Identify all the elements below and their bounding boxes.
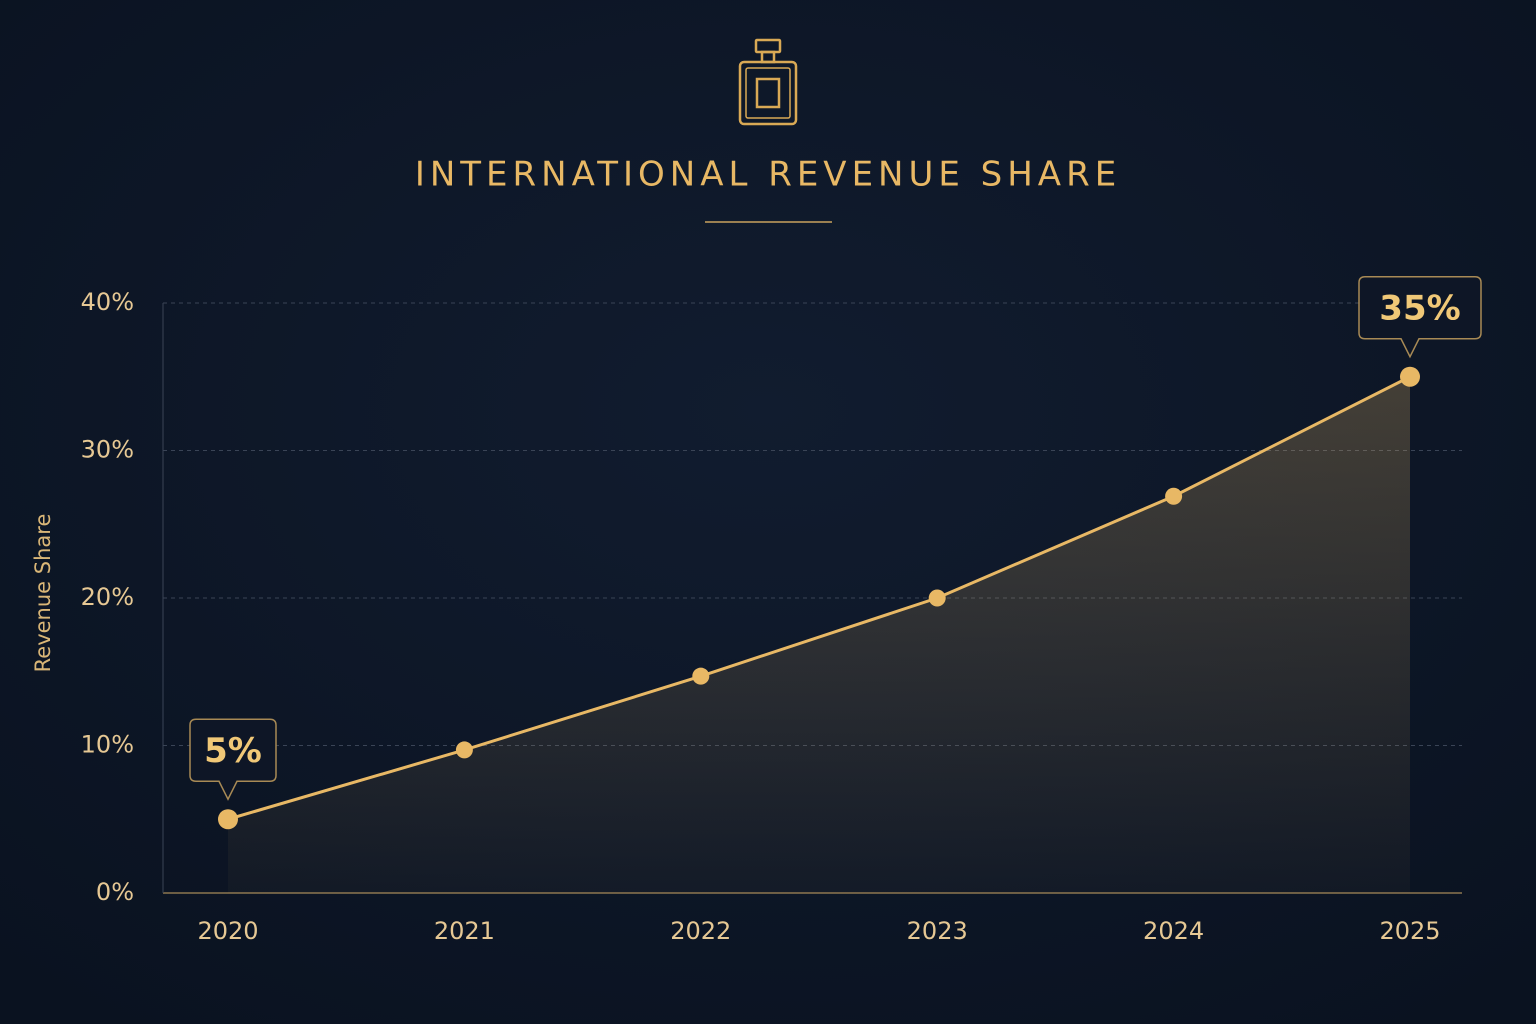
- value-label: 35%: [1379, 288, 1460, 328]
- point: [692, 667, 710, 685]
- x-tick-label: 2024: [1143, 917, 1204, 945]
- y-tick-label: 0%: [96, 878, 134, 906]
- x-tick-label: 2021: [434, 917, 495, 945]
- bottle-icon: [738, 38, 798, 126]
- x-tick-label: 2023: [907, 917, 968, 945]
- point: [1165, 487, 1183, 505]
- y-tick-label: 10%: [81, 731, 134, 759]
- y-tick-label: 40%: [81, 288, 134, 316]
- y-tick-label: 20%: [81, 583, 134, 611]
- x-tick-label: 2020: [197, 917, 258, 945]
- chart-title: INTERNATIONAL REVENUE SHARE: [415, 155, 1121, 195]
- area: [228, 376, 1410, 893]
- callout-box: [189, 718, 277, 801]
- point: [455, 741, 473, 759]
- point: [1400, 366, 1420, 387]
- line: [227, 375, 1411, 821]
- point: [928, 589, 946, 607]
- point: [218, 809, 238, 830]
- y-tick-label: 30%: [81, 436, 134, 464]
- y-axis-title: Revenue Share: [31, 514, 55, 673]
- value-label: 5%: [204, 731, 262, 771]
- x-tick-label: 2025: [1379, 917, 1440, 945]
- callout-box: [1358, 276, 1482, 359]
- x-tick-label: 2022: [670, 917, 731, 945]
